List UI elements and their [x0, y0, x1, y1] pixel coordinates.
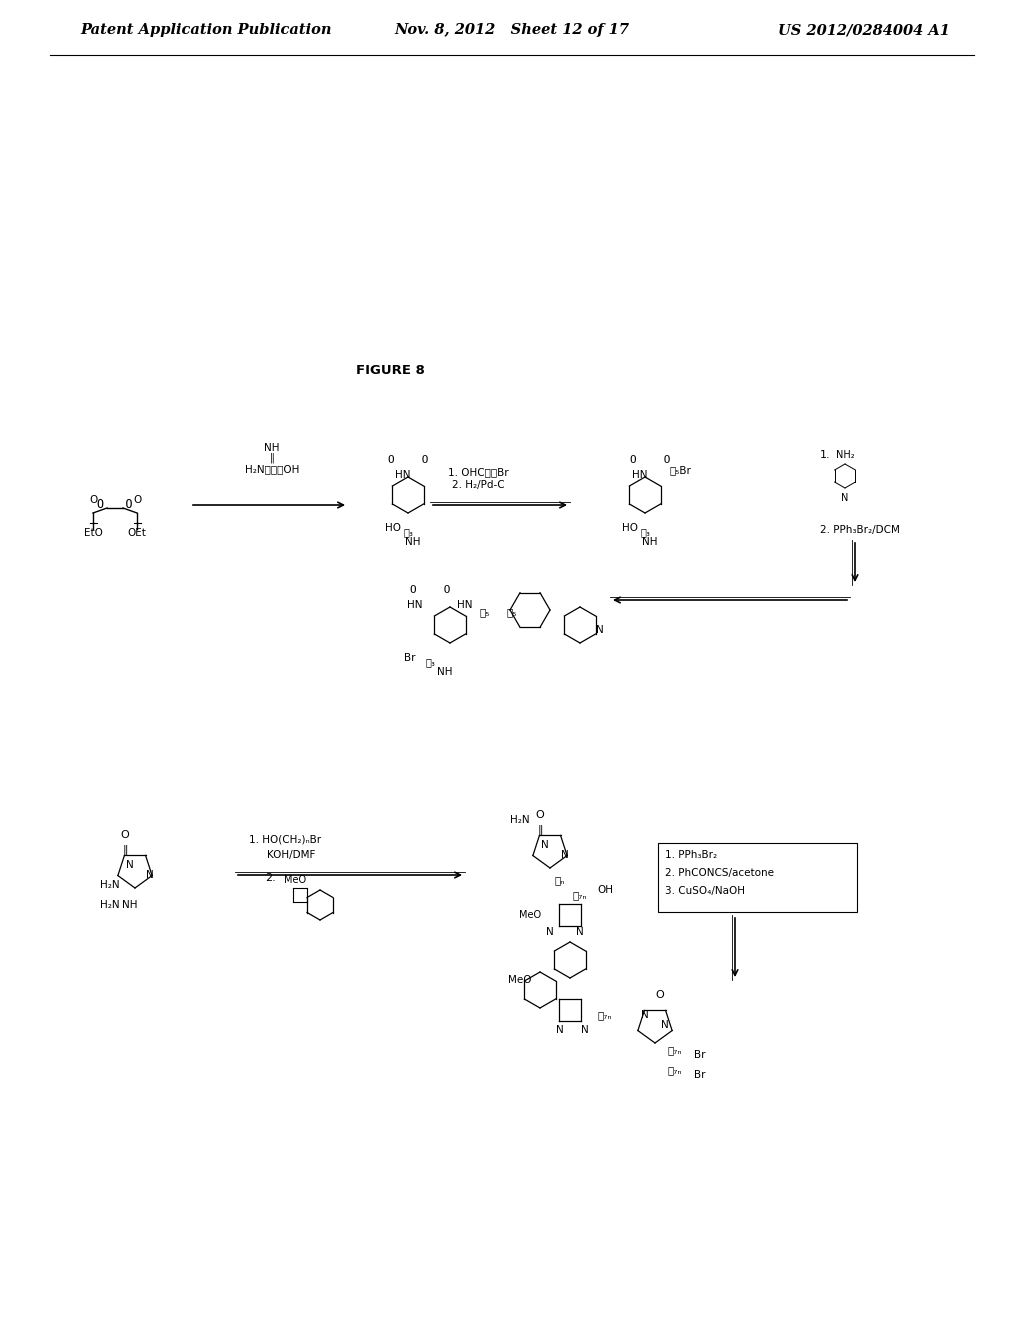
Text: KOH/DMF: KOH/DMF [254, 850, 315, 861]
Text: O    O: O O [410, 585, 451, 595]
Text: O: O [89, 495, 97, 506]
Text: ‖: ‖ [122, 845, 128, 855]
Text: NH: NH [264, 444, 280, 453]
Text: ⌒₅Br: ⌒₅Br [669, 465, 691, 475]
Text: ⌒₇ₙ: ⌒₇ₙ [572, 890, 587, 900]
Text: 2.: 2. [264, 873, 275, 883]
Text: Patent Application Publication: Patent Application Publication [80, 22, 332, 37]
Text: N: N [596, 624, 604, 635]
Text: H₂N⌒⌒⌒OH: H₂N⌒⌒⌒OH [245, 465, 299, 474]
Text: 3. CuSO₄/NaOH: 3. CuSO₄/NaOH [665, 886, 745, 896]
Text: 2. PhCONCS/acetone: 2. PhCONCS/acetone [665, 869, 774, 878]
Text: NH: NH [642, 537, 657, 546]
Text: 2. H₂/Pd-C: 2. H₂/Pd-C [452, 480, 504, 490]
Text: H₂N: H₂N [510, 814, 529, 825]
Text: EtO: EtO [84, 528, 102, 539]
Text: NH: NH [122, 900, 138, 909]
Text: ⌒₇ₙ: ⌒₇ₙ [668, 1045, 682, 1055]
Text: N: N [842, 492, 849, 503]
Text: OEt: OEt [128, 528, 146, 539]
Text: O: O [133, 495, 141, 506]
Text: N: N [577, 927, 584, 937]
Text: H₂N: H₂N [100, 880, 120, 890]
Text: N: N [556, 1026, 564, 1035]
Text: ⌒₅: ⌒₅ [480, 607, 490, 616]
Text: NH: NH [406, 537, 421, 546]
Text: ‖: ‖ [269, 453, 274, 463]
Text: N: N [641, 1010, 649, 1020]
Text: N: N [662, 1020, 669, 1030]
FancyBboxPatch shape [658, 843, 857, 912]
Text: O: O [121, 830, 129, 840]
Text: ⌒₅: ⌒₅ [507, 607, 517, 616]
Text: NH: NH [437, 667, 453, 677]
Text: O: O [655, 990, 665, 1001]
Text: Br: Br [694, 1049, 706, 1060]
Text: ⌒₃: ⌒₃ [425, 657, 435, 667]
Text: ⌒₇ₙ: ⌒₇ₙ [598, 1010, 612, 1020]
Text: Br: Br [694, 1071, 706, 1080]
Text: NH₂: NH₂ [836, 450, 854, 459]
Text: 1. PPh₃Br₂: 1. PPh₃Br₂ [665, 850, 717, 861]
Text: N: N [541, 840, 549, 850]
Text: N: N [546, 927, 554, 937]
Text: H₂N: H₂N [100, 900, 120, 909]
Text: HN: HN [395, 470, 411, 480]
Text: Br: Br [404, 653, 416, 663]
Text: ⌒₇ₙ: ⌒₇ₙ [668, 1065, 682, 1074]
Text: N: N [561, 850, 569, 861]
Text: ‖: ‖ [538, 825, 543, 836]
Text: 1. HO(CH₂)ₙBr: 1. HO(CH₂)ₙBr [249, 836, 322, 845]
Text: O: O [536, 810, 545, 820]
Text: 1. OHC⌒⌒Br: 1. OHC⌒⌒Br [447, 467, 508, 477]
Text: ⌒ₙ: ⌒ₙ [555, 875, 565, 884]
Text: N: N [126, 861, 134, 870]
Text: N: N [582, 1026, 589, 1035]
Text: MeO: MeO [284, 875, 306, 884]
Text: O    O: O O [388, 455, 428, 465]
Text: 1.: 1. [820, 450, 830, 459]
Text: 2. PPh₃Br₂/DCM: 2. PPh₃Br₂/DCM [820, 525, 900, 535]
Text: MeO: MeO [519, 909, 541, 920]
Text: FIGURE 8: FIGURE 8 [355, 363, 424, 376]
Text: Nov. 8, 2012   Sheet 12 of 17: Nov. 8, 2012 Sheet 12 of 17 [394, 22, 630, 37]
Text: HN: HN [632, 470, 648, 480]
Text: MeO: MeO [508, 975, 531, 985]
Text: ⌒₃: ⌒₃ [403, 527, 413, 537]
Text: HN: HN [408, 601, 423, 610]
Text: US 2012/0284004 A1: US 2012/0284004 A1 [778, 22, 950, 37]
Text: O    O: O O [630, 455, 671, 465]
Text: OH: OH [597, 884, 613, 895]
Text: N: N [146, 870, 154, 880]
Text: HO: HO [622, 523, 638, 533]
Text: ⌒₃: ⌒₃ [640, 527, 650, 537]
Text: HN: HN [458, 601, 473, 610]
Text: O   O: O O [97, 499, 133, 511]
Text: HO: HO [385, 523, 401, 533]
